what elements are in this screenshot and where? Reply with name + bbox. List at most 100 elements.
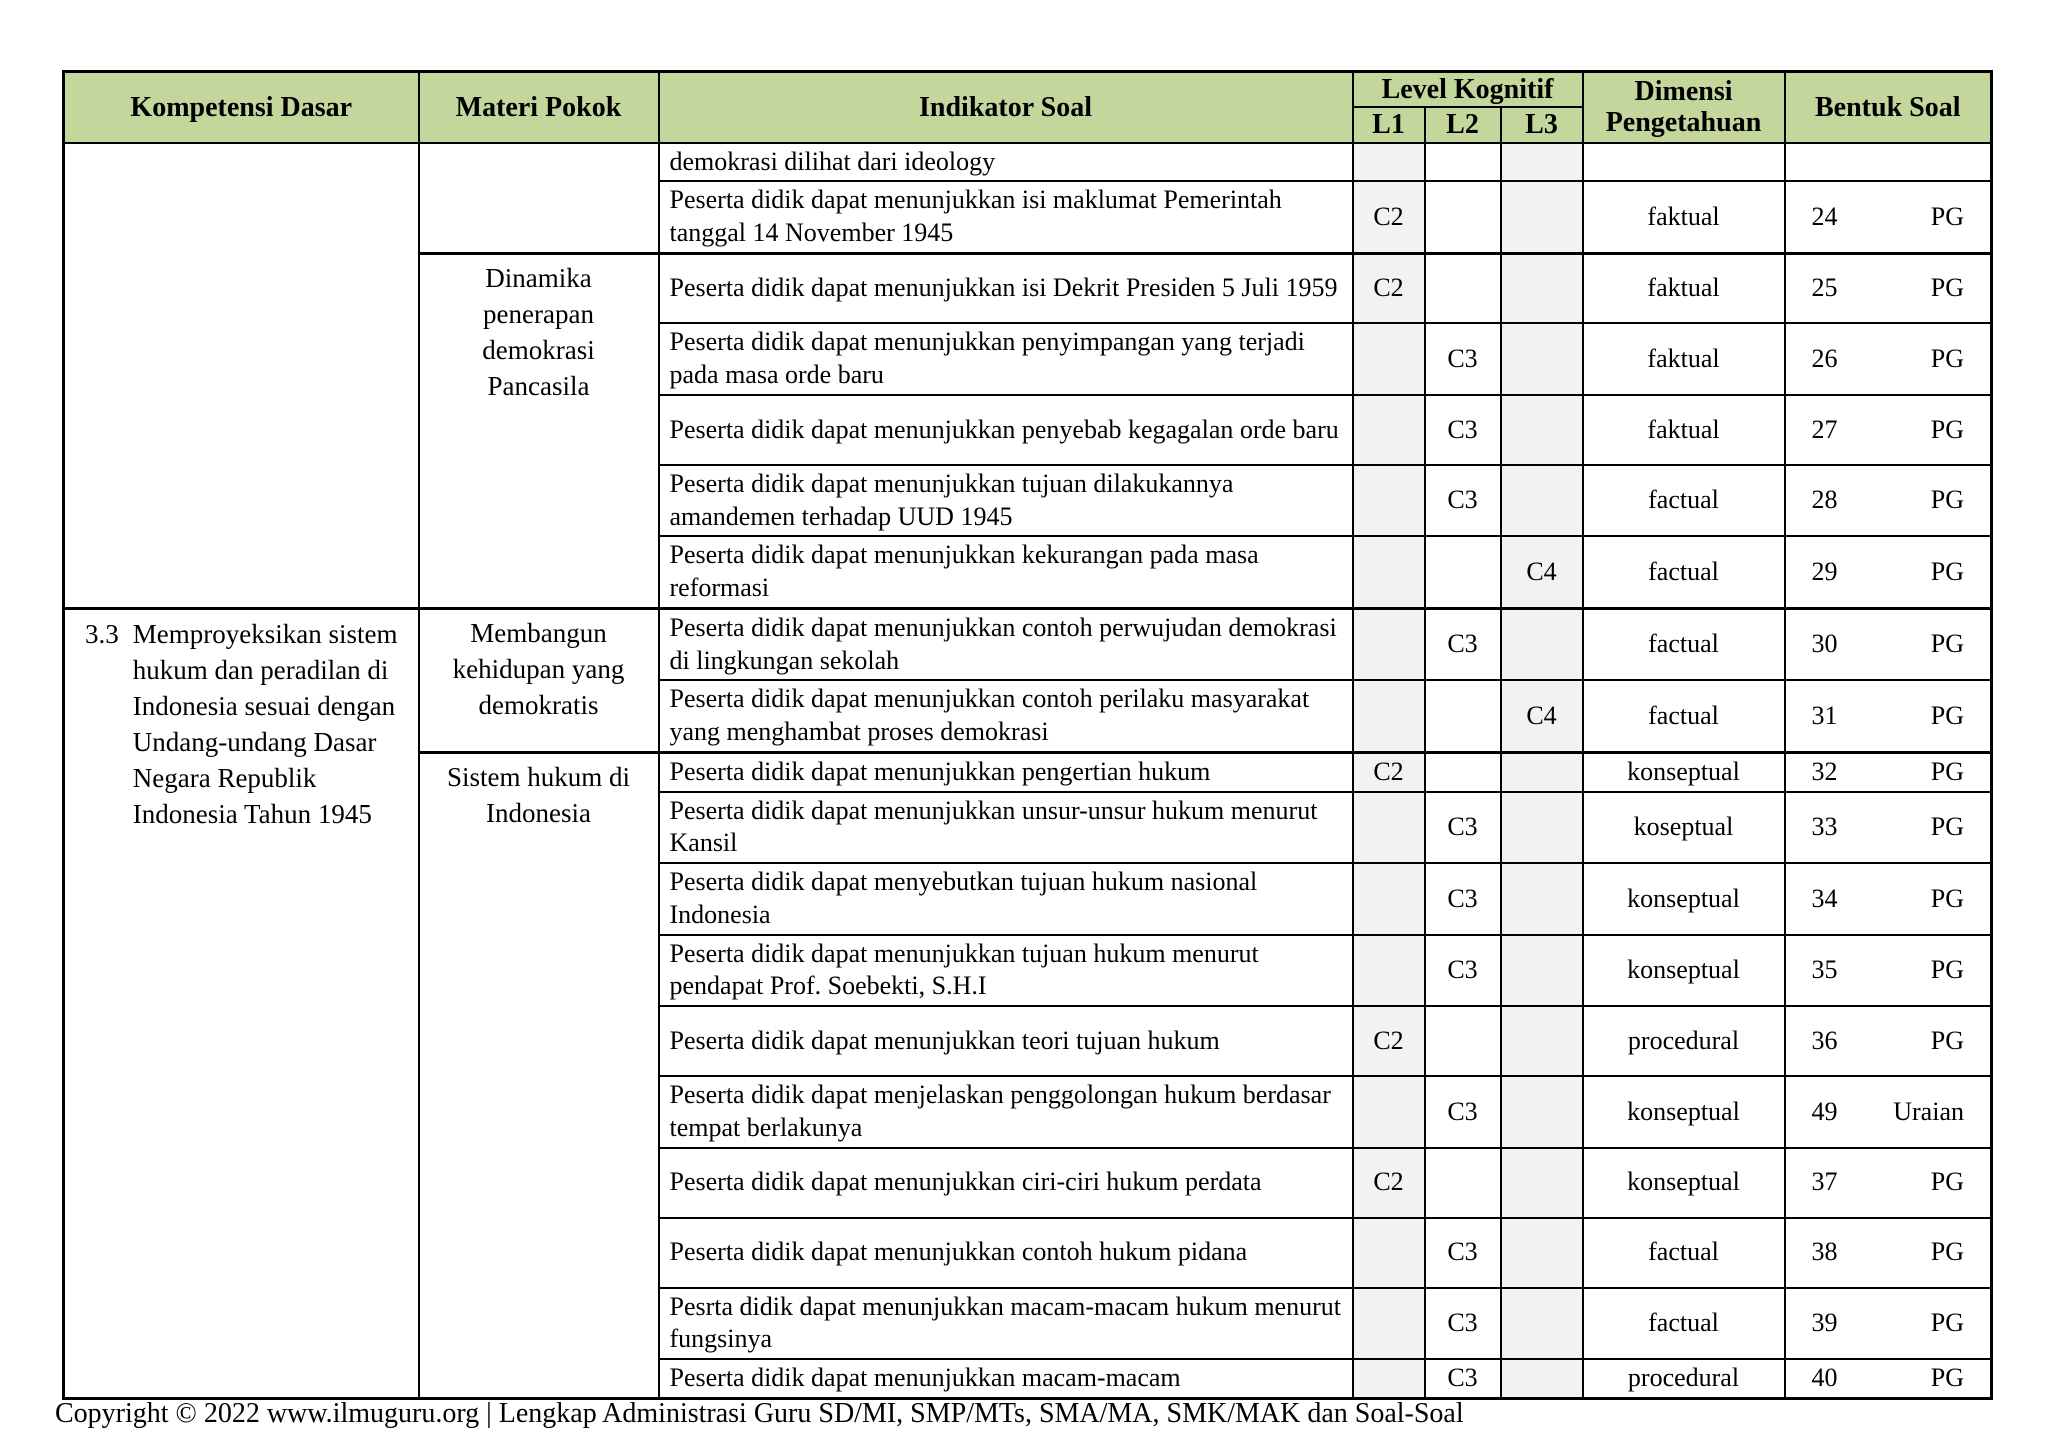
cell-bentuk-soal: 38 PG — [1783, 1216, 1993, 1289]
cell-l1 — [1351, 1358, 1426, 1400]
cell-l1 — [1351, 862, 1426, 936]
cell-l3 — [1499, 1358, 1584, 1400]
soal-type: PG — [1930, 414, 1964, 444]
cell-l3 — [1499, 141, 1584, 183]
cell-indikator: Peserta didik dapat menunjukkan kekurang… — [657, 535, 1354, 610]
cell-indikator: Peserta didik dapat menunjukkan unsur-un… — [657, 790, 1354, 865]
cell-indikator: Peserta didik dapat menunjukkan isi makl… — [657, 180, 1354, 255]
cell-indikator: Peserta didik dapat menunjukkan penyimpa… — [657, 322, 1354, 396]
cell-l1: C2 — [1351, 750, 1426, 793]
soal-number: 29 — [1811, 556, 1838, 586]
cell-bentuk-soal: 27 PG — [1783, 393, 1993, 466]
cell-l1 — [1351, 141, 1426, 183]
cell-bentuk-soal: 26 PG — [1783, 322, 1993, 396]
table-row: Sistem hukum di Indonesia Peserta didik … — [64, 750, 1993, 1400]
cell-l1 — [1351, 1286, 1426, 1361]
cell-indikator: Peserta didik dapat menunjukkan teori tu… — [657, 1005, 1354, 1078]
soal-number: 39 — [1811, 1308, 1838, 1338]
cell-indikator: Peserta didik dapat menunjukkan contoh p… — [657, 606, 1354, 682]
table-row: Pesrta didik dapat menunjukkan macam-mac… — [64, 1286, 1993, 1361]
table-row: Peserta didik dapat menunjukkan contoh p… — [64, 679, 1993, 754]
cell-bentuk-soal: 28 PG — [1783, 463, 1993, 538]
soal-number: 35 — [1811, 955, 1838, 985]
cell-l3 — [1499, 1005, 1584, 1078]
soal-number: 40 — [1811, 1363, 1838, 1393]
cell-l2: C3 — [1423, 463, 1502, 538]
soal-type: PG — [1930, 1167, 1964, 1197]
cell-l3: C4 — [1499, 679, 1584, 754]
cell-l3 — [1499, 933, 1584, 1008]
cell-bentuk-soal: 32 PG — [1783, 750, 1993, 793]
cell-dimensi: factual — [1581, 1286, 1786, 1361]
cell-dimensi: procedural — [1581, 1358, 1786, 1400]
cell-materi-pokok: Sistem hukum di Indonesia — [417, 750, 660, 1400]
cell-bentuk-soal: 24 PG — [1783, 180, 1993, 255]
cell-l3 — [1499, 463, 1584, 538]
cell-l1 — [1351, 1216, 1426, 1289]
cell-bentuk-soal: 29 PG — [1783, 535, 1993, 610]
cell-l1 — [1351, 790, 1426, 865]
cell-dimensi: faktual — [1581, 322, 1786, 396]
cell-l1: C2 — [1351, 251, 1426, 325]
cell-l3 — [1499, 1286, 1584, 1361]
cell-indikator: Peserta didik dapat menunjukkan ciri-cir… — [657, 1146, 1354, 1219]
cell-l2 — [1423, 251, 1502, 325]
cell-l2 — [1423, 141, 1502, 183]
cell-l2 — [1423, 750, 1502, 793]
soal-number: 31 — [1811, 700, 1838, 730]
soal-type: Uraian — [1893, 1096, 1964, 1126]
soal-type: PG — [1930, 201, 1964, 231]
table-row: Peserta didik dapat menunjukkan tujuan d… — [64, 463, 1993, 538]
cell-indikator: Pesrta didik dapat menunjukkan macam-mac… — [657, 1286, 1354, 1361]
soal-type: PG — [1930, 556, 1964, 586]
header-kompetensi-dasar: Kompetensi Dasar — [62, 70, 420, 144]
cell-l3 — [1499, 322, 1584, 396]
table-row: Peserta didik dapat menyebutkan tujuan h… — [64, 862, 1993, 936]
soal-type: PG — [1930, 700, 1964, 730]
cell-dimensi: konseptual — [1581, 1146, 1786, 1219]
soal-number: 37 — [1811, 1167, 1838, 1197]
cell-l1 — [1351, 322, 1426, 396]
soal-type: PG — [1930, 273, 1964, 303]
cell-l3 — [1499, 180, 1584, 255]
cell-materi-pokok: Membangun kehidupan yang demokratis — [417, 606, 660, 754]
soal-type: PG — [1930, 629, 1964, 659]
table-row: Peserta didik dapat menunjukkan ciri-cir… — [64, 1146, 1993, 1219]
soal-number: 34 — [1811, 883, 1838, 913]
soal-number: 26 — [1811, 343, 1838, 373]
cell-l1: C2 — [1351, 1005, 1426, 1078]
soal-number: 33 — [1811, 812, 1838, 842]
cell-dimensi — [1581, 141, 1786, 183]
cell-l2: C3 — [1423, 933, 1502, 1008]
kisi-kisi-table: Kompetensi Dasar Materi Pokok Indikator … — [62, 70, 1993, 1400]
soal-number: 24 — [1811, 201, 1838, 231]
cell-kompetensi-dasar — [62, 141, 420, 610]
table-row: Peserta didik dapat menunjukkan kekurang… — [64, 535, 1993, 610]
table-row: Dinamika penerapan demokrasi Pancasila P… — [64, 251, 1993, 610]
cell-l2 — [1423, 535, 1502, 610]
header-l3: L3 — [1499, 106, 1584, 144]
cell-l2 — [1423, 1146, 1502, 1219]
cell-l2: C3 — [1423, 1075, 1502, 1149]
cell-indikator: Peserta didik dapat menunjukkan tujuan h… — [657, 933, 1354, 1008]
cell-l1 — [1351, 1075, 1426, 1149]
soal-number: 49 — [1811, 1096, 1838, 1126]
header-dimensi-pengetahuan: Dimensi Pengetahuan — [1581, 70, 1786, 144]
cell-indikator: demokrasi dilihat dari ideology — [657, 141, 1354, 183]
cell-indikator: Peserta didik dapat menunjukkan contoh p… — [657, 679, 1354, 754]
cell-bentuk-soal: 36 PG — [1783, 1005, 1993, 1078]
table-row: Peserta didik dapat menunjukkan penyebab… — [64, 393, 1993, 466]
cell-dimensi: factual — [1581, 606, 1786, 682]
cell-indikator: Peserta didik dapat menunjukkan pengerti… — [657, 750, 1354, 793]
cell-bentuk-soal: 33 PG — [1783, 790, 1993, 865]
soal-type: PG — [1930, 485, 1964, 515]
cell-dimensi: konseptual — [1581, 750, 1786, 793]
header-l1: L1 — [1351, 106, 1426, 144]
cell-l2 — [1423, 1005, 1502, 1078]
cell-bentuk-soal: 34 PG — [1783, 862, 1993, 936]
cell-l3 — [1499, 393, 1584, 466]
cell-dimensi: factual — [1581, 463, 1786, 538]
soal-number: 36 — [1811, 1025, 1838, 1055]
soal-type: PG — [1930, 883, 1964, 913]
